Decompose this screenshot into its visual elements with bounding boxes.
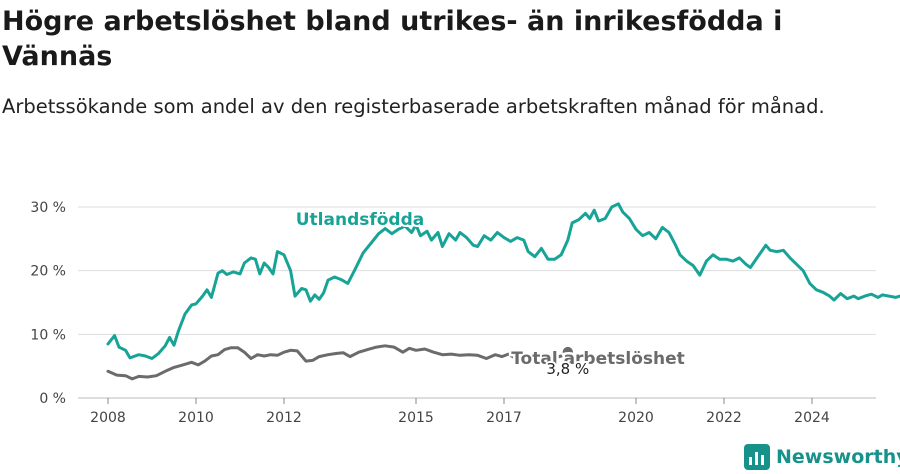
- y-tick-label: 0 %: [39, 391, 66, 407]
- y-tick-label: 30 %: [30, 200, 66, 216]
- brand-logo: Newsworthy: [744, 442, 900, 472]
- x-tick-label: 2008: [90, 410, 126, 426]
- y-tick-label: 20 %: [30, 264, 66, 280]
- chart-title: Högre arbetslöshet bland utrikes- än inr…: [2, 6, 783, 72]
- end-point-total: [561, 345, 575, 359]
- axis-layer: 0 % 10 % 20 % 30 % 2008 2010 2012 2015 2017 2020 2…: [30, 200, 829, 426]
- series-label-utlandsfodda: Utlandsfödda: [296, 210, 425, 230]
- series-line-total: [106, 344, 570, 381]
- series-line-utlandsfodda: [106, 202, 900, 360]
- series-layer: [106, 202, 900, 381]
- series-label-total: Total arbetslöshet: [511, 349, 685, 369]
- chart-subtitle: Arbetssökande som andel av den registerb…: [2, 95, 825, 118]
- x-tick-label: 2012: [266, 410, 302, 426]
- end-value-total: 3,8 %: [546, 360, 589, 378]
- x-tick-label: 2024: [794, 410, 830, 426]
- newsworthy-logo-icon: [744, 444, 770, 470]
- x-tick-label: 2017: [486, 410, 522, 426]
- x-tick-label: 2015: [398, 410, 434, 426]
- x-tick-label: 2022: [706, 410, 742, 426]
- y-tick-label: 10 %: [30, 327, 66, 343]
- brand-name: Newsworthy: [776, 446, 900, 468]
- grid-layer: [78, 206, 876, 399]
- x-tick-label: 2010: [178, 410, 214, 426]
- x-tick-label: 2020: [618, 410, 654, 426]
